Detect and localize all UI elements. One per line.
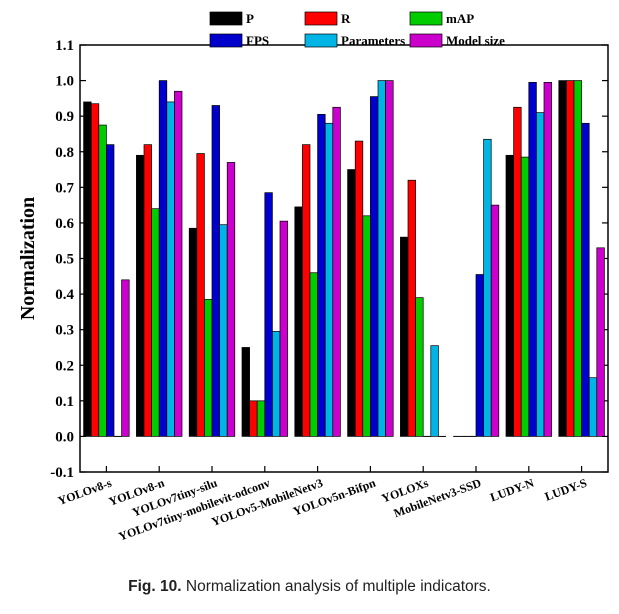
legend-swatch bbox=[209, 33, 243, 48]
y-tick-label: 0.5 bbox=[55, 252, 74, 268]
bar-fps bbox=[475, 274, 484, 437]
legend-swatch bbox=[209, 11, 243, 26]
bar-map bbox=[415, 297, 424, 437]
bar-r bbox=[143, 144, 152, 437]
y-tick-label: -0.1 bbox=[50, 465, 74, 481]
bar-p bbox=[558, 80, 567, 437]
bar-fps bbox=[211, 105, 220, 437]
bar-fps bbox=[581, 122, 590, 437]
bar-fps bbox=[370, 96, 379, 437]
bar-parameters bbox=[536, 112, 545, 437]
legend-label: mAP bbox=[446, 11, 474, 26]
normalization-bar-chart: -0.1 0.0 0.1 0.2 0.3 0.4 0.5 0.6 0.7 0.8 0.9 1.0 1.1… bbox=[17, 11, 609, 544]
bar-model-size bbox=[490, 204, 500, 437]
bar-r bbox=[407, 179, 416, 437]
bar-parameters bbox=[166, 101, 175, 437]
bar-parameters bbox=[483, 138, 492, 437]
legend-swatch bbox=[409, 33, 443, 48]
bar-map bbox=[573, 80, 582, 437]
legend-swatch bbox=[409, 11, 443, 26]
y-tick-label: 0.3 bbox=[55, 323, 74, 339]
y-tick-label: 0.6 bbox=[55, 216, 74, 232]
y-tick-label: 1.1 bbox=[55, 38, 74, 54]
legend-label: R bbox=[341, 11, 351, 26]
bar-r bbox=[249, 400, 258, 437]
bar-p bbox=[294, 206, 303, 437]
bar-model-size bbox=[596, 247, 605, 437]
bar-map bbox=[520, 156, 530, 437]
bar-model-size bbox=[385, 80, 394, 437]
bar-model-size bbox=[174, 90, 183, 437]
legend-swatch bbox=[304, 33, 338, 48]
y-tick-label: 0.4 bbox=[55, 287, 74, 303]
bar-fps bbox=[158, 80, 168, 437]
bar-parameters bbox=[377, 80, 386, 437]
bar-map bbox=[362, 215, 371, 437]
bar-p bbox=[347, 169, 356, 437]
bar-r bbox=[90, 103, 100, 437]
bar-parameters bbox=[272, 331, 281, 437]
legend-label: Model size bbox=[446, 33, 505, 48]
legend-label: P bbox=[246, 11, 254, 26]
bar-model-size bbox=[332, 106, 341, 437]
legend-swatch bbox=[304, 11, 338, 26]
bar-fps bbox=[106, 144, 115, 437]
bar-parameters bbox=[324, 122, 334, 437]
bar-map bbox=[151, 208, 160, 437]
bar-p bbox=[400, 236, 409, 437]
bar-r bbox=[566, 80, 575, 437]
bar-fps bbox=[264, 192, 273, 437]
bar-map bbox=[309, 272, 318, 437]
x-tick-label: LUDY-S bbox=[543, 476, 589, 504]
bar-r bbox=[513, 106, 522, 437]
bar-parameters bbox=[430, 345, 439, 437]
bar-p bbox=[188, 227, 198, 437]
y-tick-label: 0.9 bbox=[55, 109, 74, 125]
y-tick-label: 0.0 bbox=[55, 429, 74, 445]
bar-r bbox=[354, 140, 364, 437]
bar-p bbox=[136, 154, 145, 437]
y-tick-label: 0.2 bbox=[55, 358, 74, 374]
bar-map bbox=[256, 400, 266, 437]
bar-parameters bbox=[588, 377, 598, 437]
bar-fps bbox=[317, 114, 326, 437]
legend-label: Parameters bbox=[341, 33, 405, 48]
x-tick-label: LUDY-N bbox=[488, 476, 536, 505]
bar-p bbox=[241, 347, 250, 437]
bar-model-size bbox=[121, 279, 130, 437]
bar-p bbox=[83, 101, 92, 437]
y-tick-label: 0.7 bbox=[55, 180, 74, 196]
figure-caption: Fig. 10. Normalization analysis of multi… bbox=[0, 578, 619, 596]
bar-map bbox=[204, 299, 213, 437]
bar-p bbox=[505, 154, 514, 437]
bar-parameters bbox=[219, 224, 228, 437]
caption-label: Fig. 10. bbox=[128, 578, 182, 595]
bar-map bbox=[98, 124, 107, 437]
y-tick-label: 0.8 bbox=[55, 145, 74, 161]
bar-r bbox=[302, 144, 311, 437]
bar-fps bbox=[528, 82, 537, 437]
bar-r bbox=[196, 153, 205, 437]
bar-model-size bbox=[226, 162, 236, 437]
bar-model-size bbox=[543, 82, 552, 437]
bar-model-size bbox=[279, 220, 288, 437]
legend-label: FPS bbox=[246, 33, 269, 48]
y-tick-label: 1.0 bbox=[55, 74, 74, 90]
y-tick-label: 0.1 bbox=[55, 394, 74, 410]
caption-text: Normalization analysis of multiple indic… bbox=[185, 578, 491, 595]
y-axis-label: Normalization bbox=[17, 197, 39, 320]
